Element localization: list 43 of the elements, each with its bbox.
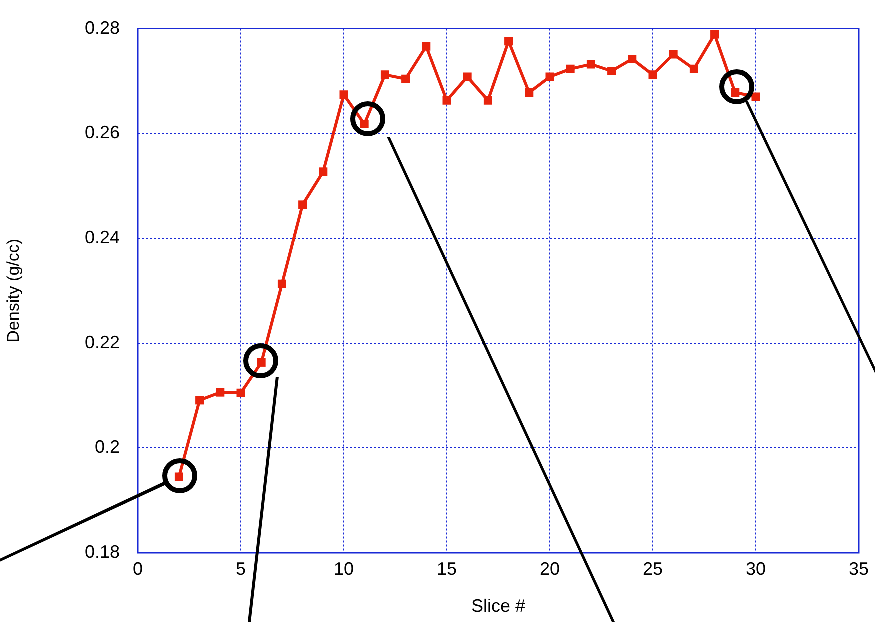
y-tick-label: 0.24 xyxy=(84,227,120,248)
point xyxy=(586,60,596,69)
point xyxy=(669,50,678,59)
y-tick-label: 0.18 xyxy=(84,542,120,562)
x-axis-title: Slice # xyxy=(471,596,526,616)
point xyxy=(380,70,390,80)
x-tick-label: 35 xyxy=(848,558,870,579)
y-tick-label: 0.22 xyxy=(84,332,120,352)
x-tick-label: 0 xyxy=(132,558,144,579)
y-tick-label: 0.28 xyxy=(84,18,120,38)
point xyxy=(402,74,410,84)
x-tick-label: 15 xyxy=(436,558,458,579)
point xyxy=(298,200,308,210)
point xyxy=(442,96,452,105)
point xyxy=(731,88,740,97)
point xyxy=(525,88,534,97)
x-tick-label: 5 xyxy=(236,558,246,579)
point xyxy=(628,54,637,64)
point xyxy=(546,72,554,82)
point xyxy=(422,42,431,51)
point xyxy=(608,67,616,76)
x-tick-label: 25 xyxy=(642,558,664,579)
point xyxy=(340,90,348,100)
y-axis-title: Density (g/cc) xyxy=(4,238,23,343)
point xyxy=(196,396,204,405)
point xyxy=(278,280,286,288)
point xyxy=(710,30,720,39)
point xyxy=(690,64,698,74)
point xyxy=(360,120,369,128)
y-tick-label: 0.26 xyxy=(84,122,120,143)
point xyxy=(484,96,492,105)
point xyxy=(319,168,328,176)
point xyxy=(504,37,514,46)
point xyxy=(566,64,575,74)
x-tick-label: 10 xyxy=(334,558,354,579)
point xyxy=(463,72,472,82)
point xyxy=(752,92,760,102)
point xyxy=(648,70,658,80)
x-tick-label: 20 xyxy=(540,558,560,579)
point xyxy=(236,388,246,398)
x-tick-label: 30 xyxy=(746,558,766,579)
y-tick-label: 0.2 xyxy=(94,437,120,458)
point xyxy=(216,388,225,397)
